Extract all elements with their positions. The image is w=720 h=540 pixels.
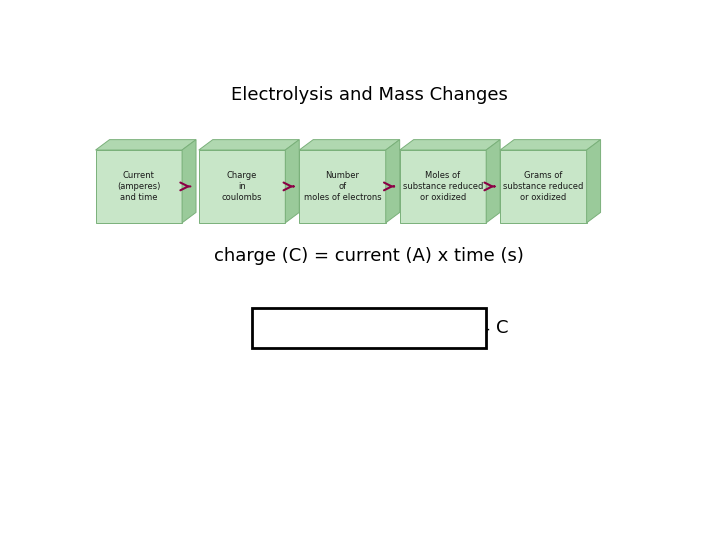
- FancyBboxPatch shape: [400, 150, 486, 223]
- Text: 1 mole e: 1 mole e: [284, 319, 364, 337]
- FancyBboxPatch shape: [96, 150, 182, 223]
- Polygon shape: [182, 140, 196, 223]
- Polygon shape: [587, 140, 600, 223]
- Text: Current
(amperes)
and time: Current (amperes) and time: [117, 171, 161, 202]
- Polygon shape: [386, 140, 400, 223]
- FancyBboxPatch shape: [252, 308, 486, 348]
- Text: Charge
in
coulombs: Charge in coulombs: [222, 171, 262, 202]
- Polygon shape: [486, 140, 500, 223]
- Polygon shape: [199, 140, 300, 150]
- Text: Electrolysis and Mass Changes: Electrolysis and Mass Changes: [230, 85, 508, 104]
- Text: = 96,485.34 C: = 96,485.34 C: [372, 319, 508, 337]
- Polygon shape: [400, 140, 500, 150]
- FancyBboxPatch shape: [300, 150, 386, 223]
- Polygon shape: [285, 140, 300, 223]
- FancyBboxPatch shape: [500, 150, 587, 223]
- Text: charge (C) = current (A) x time (s): charge (C) = current (A) x time (s): [214, 247, 524, 265]
- Polygon shape: [96, 140, 196, 150]
- Text: Number
of
moles of electrons: Number of moles of electrons: [304, 171, 382, 202]
- FancyBboxPatch shape: [199, 150, 285, 223]
- Text: -: -: [364, 310, 369, 325]
- Text: Moles of
substance reduced
or oxidized: Moles of substance reduced or oxidized: [402, 171, 483, 202]
- Polygon shape: [300, 140, 400, 150]
- Text: Grams of
substance reduced
or oxidized: Grams of substance reduced or oxidized: [503, 171, 584, 202]
- Polygon shape: [500, 140, 600, 150]
